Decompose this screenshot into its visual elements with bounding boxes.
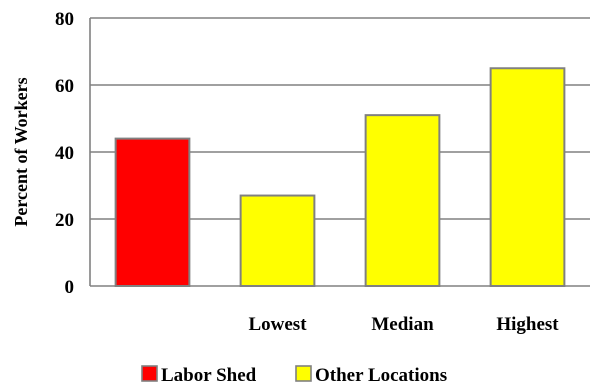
legend-label: Labor Shed bbox=[161, 365, 257, 386]
bar-labor-shed bbox=[114, 137, 191, 287]
bar-lowest bbox=[239, 194, 316, 287]
bar-median bbox=[364, 114, 441, 288]
y-tick-label: 60 bbox=[55, 76, 74, 97]
legend-swatch bbox=[295, 365, 312, 382]
y-tick-label: 0 bbox=[65, 277, 75, 298]
y-tick-label: 80 bbox=[55, 9, 74, 30]
y-axis-title: Percent of Workers bbox=[11, 77, 31, 226]
y-tick-label: 40 bbox=[55, 143, 74, 164]
legend-label: Other Locations bbox=[315, 365, 447, 386]
x-category-labels: Lowest Median Highest bbox=[248, 314, 559, 335]
legend-swatch bbox=[141, 365, 158, 382]
y-tick-labels: 0 20 40 60 80 bbox=[55, 9, 74, 298]
legend: Labor Shed Other Locations bbox=[141, 365, 447, 386]
bars bbox=[114, 67, 566, 288]
bar-highest bbox=[489, 67, 566, 287]
x-category-label: Median bbox=[371, 314, 434, 335]
x-category-label: Highest bbox=[496, 314, 559, 335]
y-tick-label: 20 bbox=[55, 210, 74, 231]
x-category-label: Lowest bbox=[248, 314, 307, 335]
